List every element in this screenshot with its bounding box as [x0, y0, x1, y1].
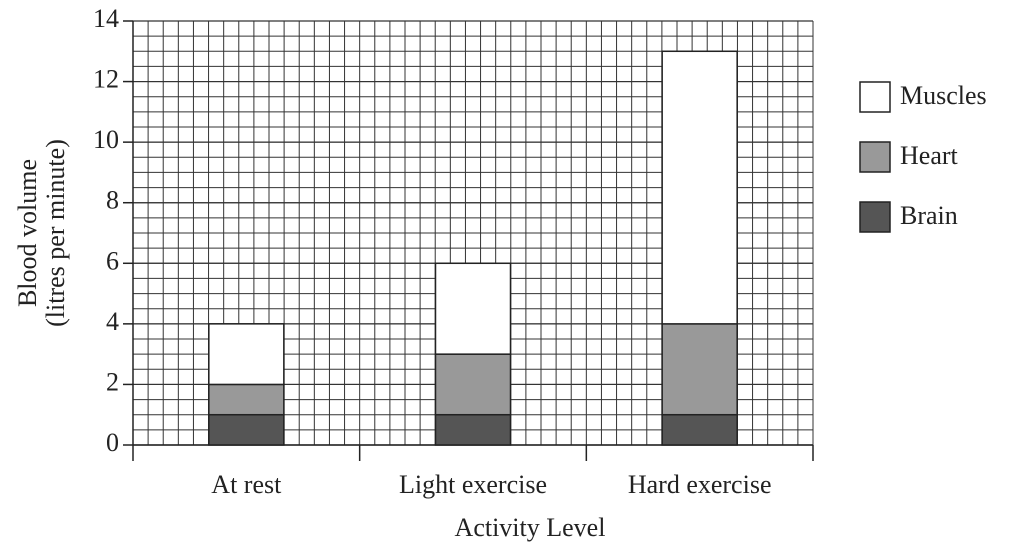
bar-segment: [434, 413, 512, 446]
x-axis-label: Activity Level: [455, 513, 606, 542]
x-tick-label: Hard exercise: [628, 470, 772, 499]
bar-segment: [661, 50, 738, 325]
y-tick-label: 2: [106, 367, 119, 396]
y-tick-label: 6: [106, 246, 119, 275]
legend-label: Heart: [900, 141, 959, 170]
y-tick-label: 10: [93, 125, 119, 154]
legend-swatch: [859, 141, 891, 173]
bar-segment: [434, 262, 512, 355]
y-axis-label-group: Blood volume (litres per minute): [13, 139, 70, 327]
y-axis-label: Blood volume: [13, 159, 42, 307]
legend-label: Muscles: [900, 81, 987, 110]
y-tick-label: 0: [106, 428, 119, 457]
y-tick-label: 14: [93, 4, 119, 33]
y-tick-label: 8: [106, 186, 119, 215]
bar-segment: [208, 413, 285, 446]
legend-swatch: [859, 81, 891, 113]
bar-segment: [661, 413, 738, 446]
legend-label: Brain: [900, 201, 958, 230]
legend-swatch: [859, 201, 891, 233]
y-axis-label: (litres per minute): [41, 139, 70, 327]
bar-segment: [661, 323, 738, 416]
y-tick-label: 4: [106, 307, 119, 336]
x-tick-label: Light exercise: [399, 470, 547, 499]
bar-segment: [434, 353, 512, 416]
bar-segment: [208, 383, 285, 416]
bar-segment: [208, 323, 285, 386]
y-tick-label: 12: [93, 65, 119, 94]
x-tick-label: At rest: [211, 470, 282, 499]
